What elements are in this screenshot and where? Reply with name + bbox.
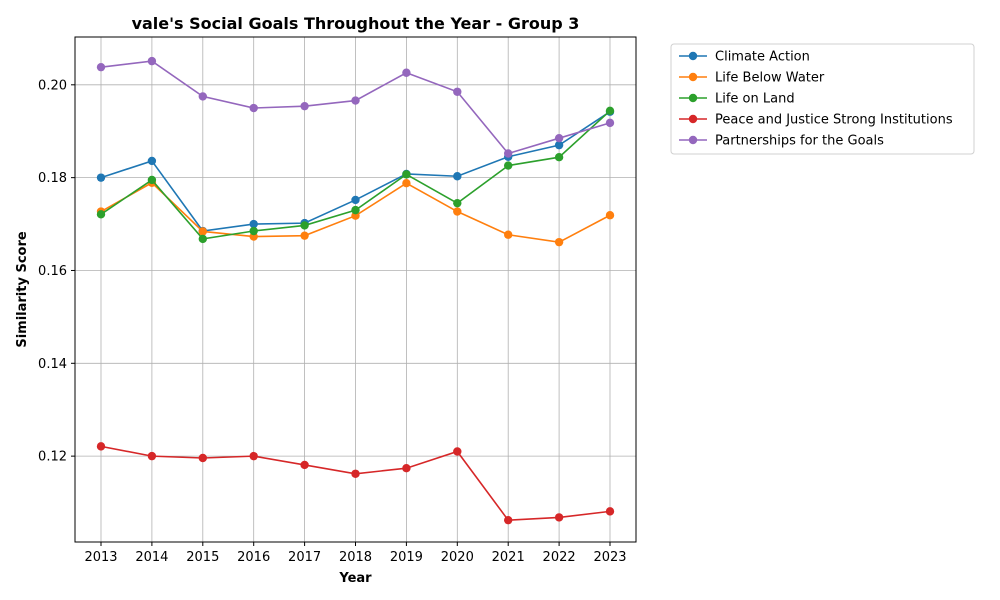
data-point [554,153,564,162]
x-tick-label: 2014 [135,550,168,565]
data-point [147,156,157,166]
data-point [300,101,309,111]
data-point [300,231,309,240]
y-axis-title: Similarity Score [15,231,30,348]
x-tick-label: 2019 [390,550,423,565]
data-point [198,227,207,236]
legend-item: Life on Land [679,92,795,107]
data-point [504,515,513,525]
y-tick-label: 0.20 [38,78,67,93]
data-point [605,211,615,220]
y-tick-label: 0.12 [38,450,67,465]
data-point [605,118,615,128]
data-point [96,62,106,72]
data-point [453,172,462,181]
data-point [554,140,564,150]
data-point [453,198,462,208]
legend-marker [688,93,698,103]
x-tick-label: 2018 [339,550,372,565]
data-point [351,469,360,478]
legend-item: Partnerships for the Goals [679,134,884,149]
series-peace-and-justice-strong-institutions [96,442,615,525]
x-axis-title: Year [338,571,372,586]
data-point [96,442,106,451]
x-tick-label: 2016 [237,550,270,565]
axis-ticks: 2013 2014 2015 2016 2017 2018 2019 2020 2021 2022… [38,78,627,565]
data-point [554,237,564,247]
data-point [402,463,411,473]
x-tick-label: 2023 [593,550,626,565]
y-tick-label: 0.14 [38,357,67,372]
data-point [554,513,564,522]
grid [75,37,636,542]
legend-marker [688,135,698,145]
x-tick-label: 2022 [543,550,576,565]
legend-marker [688,72,698,82]
series-life-on-land [96,106,615,244]
legend: Climate Action Life Below Water Life on La… [670,43,975,155]
data-point [402,170,411,179]
x-tick-label: 2015 [186,550,219,565]
data-point [147,451,157,461]
data-point [504,149,513,158]
legend-marker [688,51,698,61]
data-point [453,447,462,456]
legend-marker [688,114,698,124]
data-point [605,507,615,516]
data-point [300,221,309,230]
data-point [402,179,411,188]
x-tick-label: 2017 [288,550,321,565]
data-point [453,207,462,216]
data-point [249,226,258,236]
legend-label: Life Below Water [715,71,825,86]
y-tick-label: 0.16 [38,264,67,279]
legend-box [670,43,975,155]
data-point [351,205,360,215]
data-point [554,133,564,143]
data-point [504,230,513,239]
data-point [453,87,462,96]
data-point [198,92,207,101]
data-point [249,451,258,461]
data-point [198,234,207,244]
series-layer [96,56,615,525]
data-point [96,210,106,219]
data-point [147,175,157,185]
data-point [402,68,411,77]
legend-label: Partnerships for the Goals [715,134,884,149]
data-point [351,195,360,205]
series-partnerships-for-the-goals [96,56,615,158]
x-tick-label: 2020 [441,550,474,565]
data-point [249,219,258,229]
data-point [249,103,258,113]
y-tick-label: 0.18 [38,171,67,186]
x-tick-label: 2021 [492,550,525,565]
data-point [351,96,360,105]
data-point [605,106,615,116]
x-tick-label: 2013 [84,550,117,565]
data-point [147,56,157,66]
data-point [300,460,309,470]
legend-item: Life Below Water [679,71,825,86]
legend-item: Peace and Justice Strong Institutions [679,113,953,128]
legend-label: Life on Land [715,92,795,107]
data-point [198,453,207,463]
chart-title: vale's Social Goals Throughout the Year … [132,14,580,33]
legend-label: Peace and Justice Strong Institutions [715,113,953,128]
data-point [96,173,106,182]
data-point [504,161,513,170]
legend-label: Climate Action [715,50,810,65]
legend-item: Climate Action [679,50,810,65]
